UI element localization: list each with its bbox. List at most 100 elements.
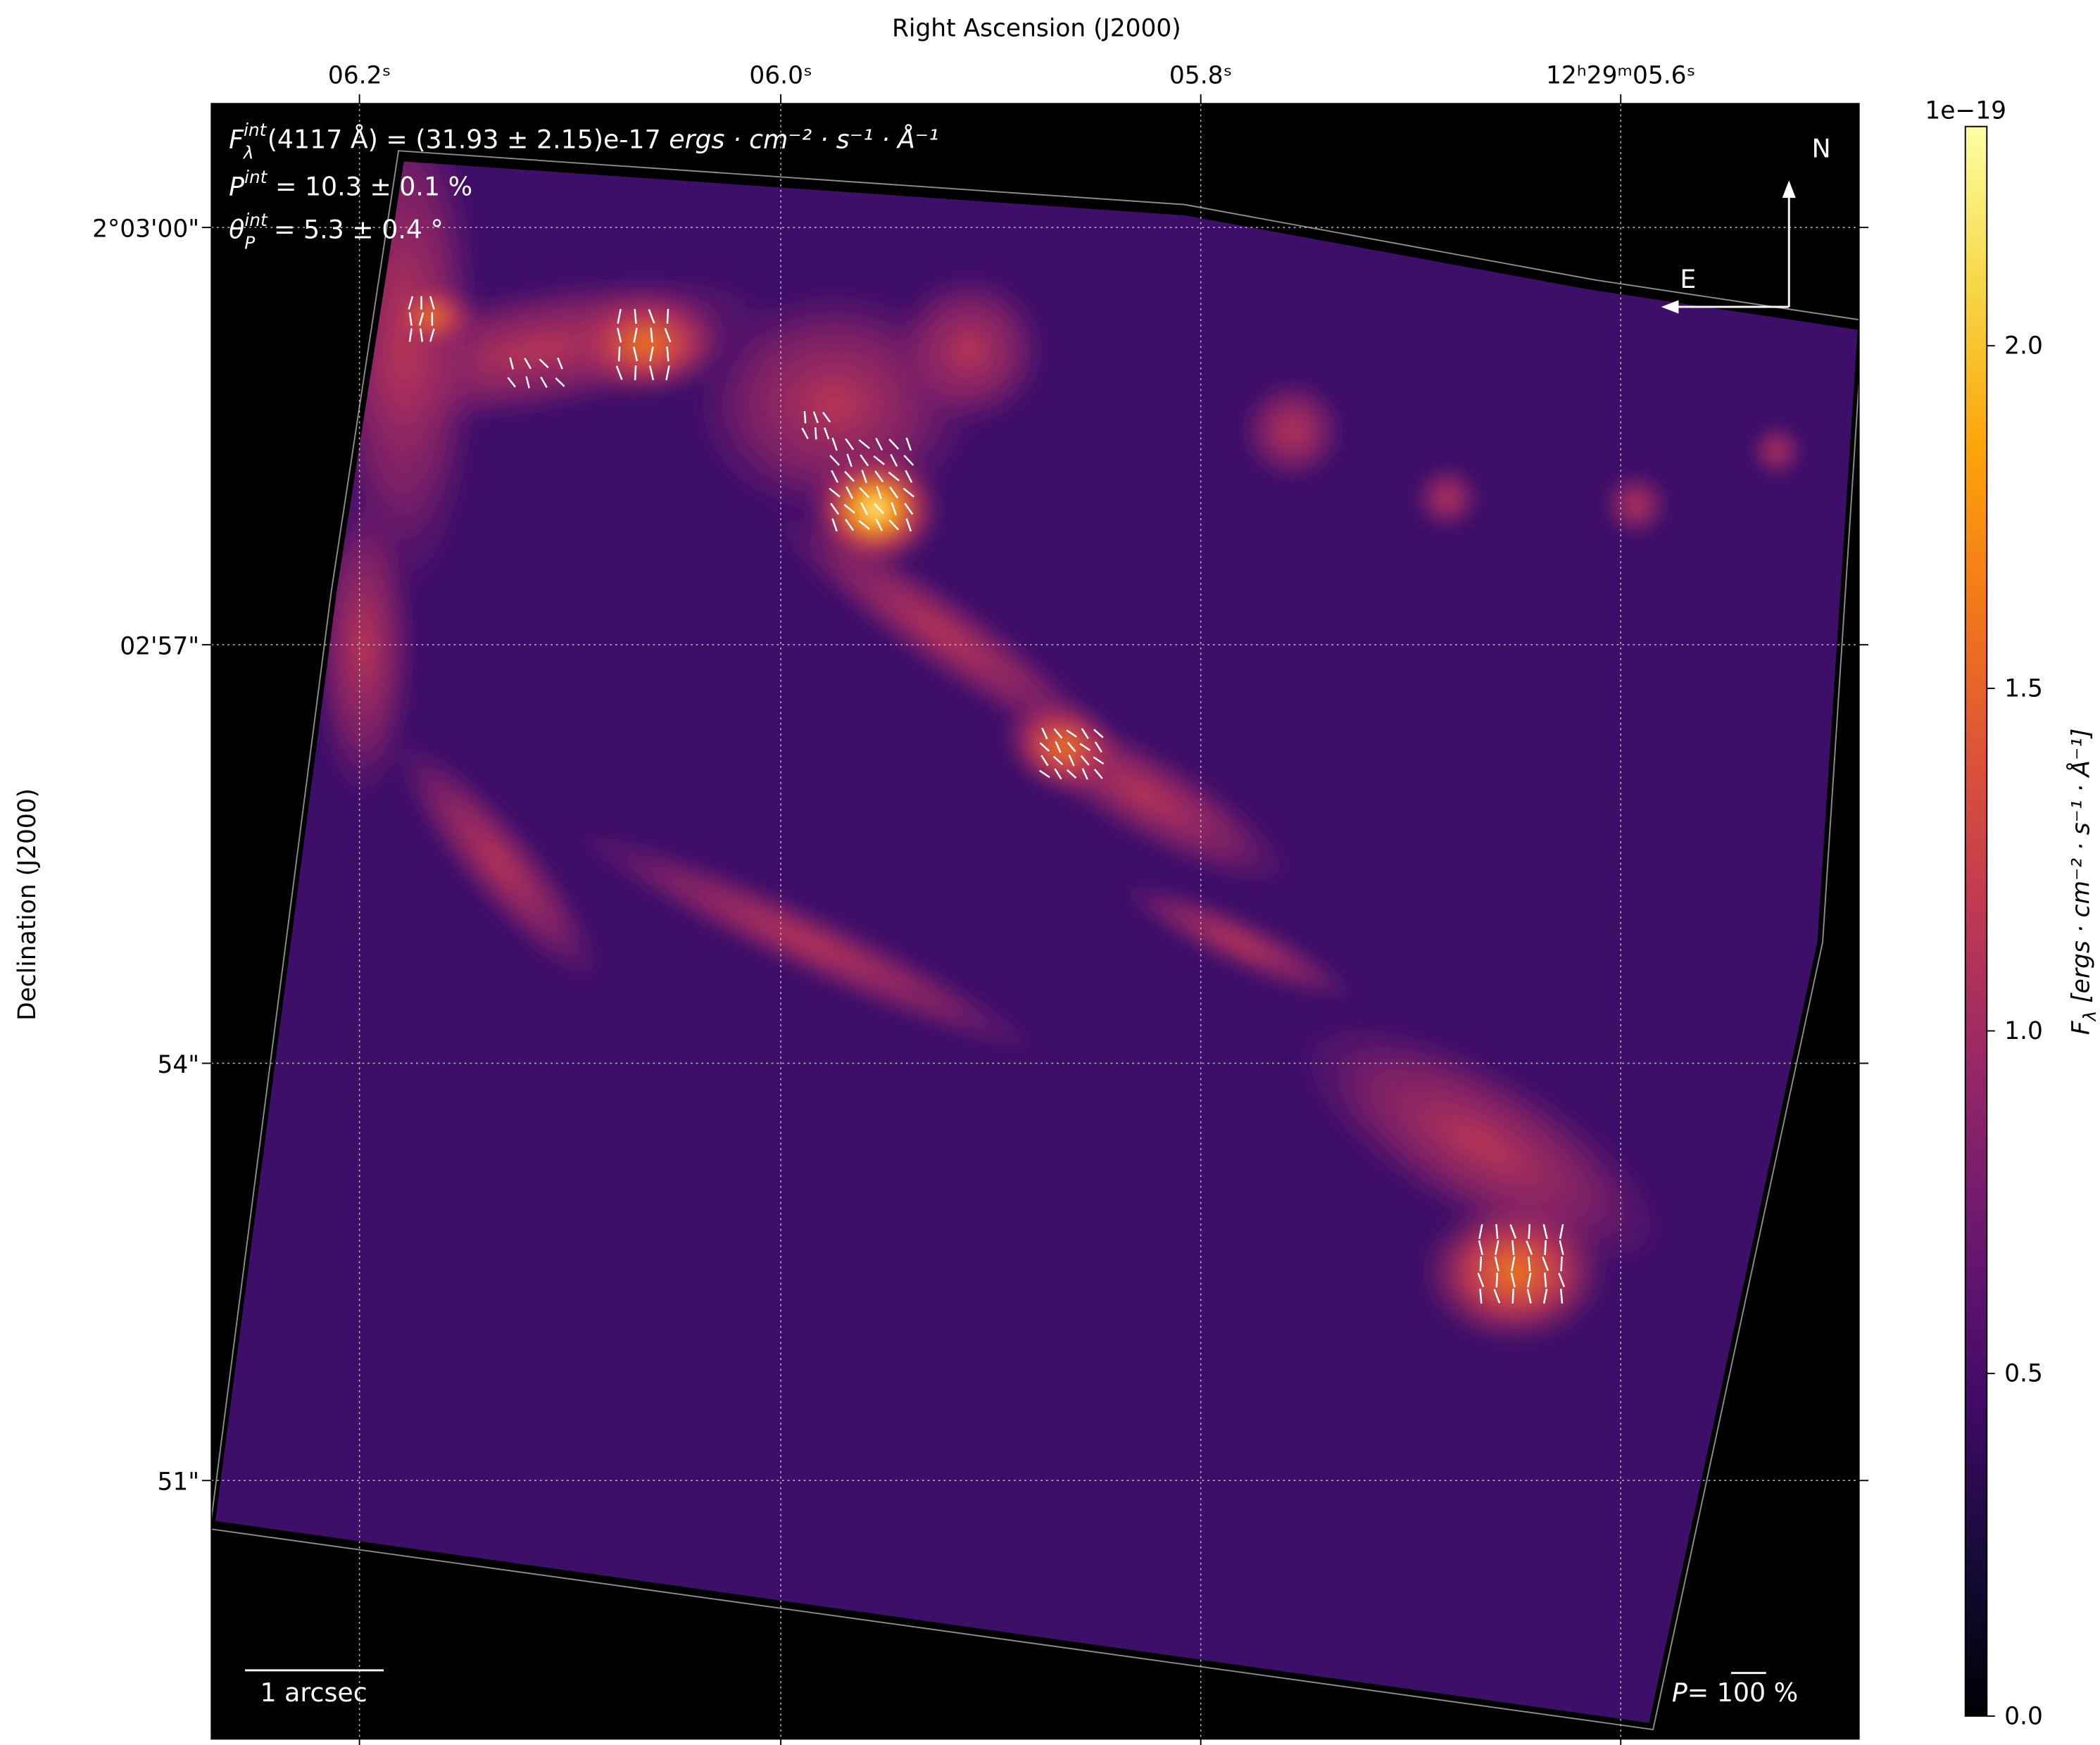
- polarization-vector: [1542, 1288, 1548, 1304]
- polarization-vector: [634, 365, 637, 381]
- polarization-vector: [889, 486, 899, 499]
- polarization-vector: [1542, 1224, 1548, 1240]
- emission-blob: [1290, 1015, 1672, 1273]
- polarization-vector: [858, 439, 870, 449]
- polarization-vector: [1477, 1273, 1485, 1287]
- polarization-vector: [539, 358, 549, 369]
- polarization-vector: [666, 346, 669, 362]
- north-arrow-icon: [1782, 180, 1796, 199]
- polarization-vector: [418, 312, 425, 326]
- polarization-vector: [831, 470, 839, 483]
- polarization-vector: [1495, 1223, 1499, 1240]
- polarization-vector: [1542, 1256, 1549, 1271]
- polarization-vector: [1054, 768, 1062, 780]
- polarization-vector: [1510, 1272, 1516, 1287]
- polarization-vector: [873, 455, 885, 465]
- emission-blob: [1238, 377, 1347, 485]
- y-axis-label: Declination (J2000): [13, 788, 42, 1021]
- polarization-vector: [1093, 769, 1103, 779]
- polarization-vector: [831, 518, 838, 532]
- x-tick-label: 06.2ˢ: [328, 62, 391, 90]
- east-arrow-icon: [1661, 300, 1679, 314]
- polarization-vector: [905, 437, 912, 451]
- emission-blob: [384, 282, 478, 351]
- compass: N E: [1661, 134, 1831, 314]
- polarization-vector: [1511, 1256, 1516, 1271]
- polarization-vector: [1559, 1240, 1564, 1256]
- polarization-vector: [860, 502, 869, 515]
- x-axis-label: Right Ascension (J2000): [892, 15, 1181, 43]
- polarization-vector: [874, 503, 885, 515]
- polarization-vector: [617, 346, 621, 362]
- polarization-vector: [891, 502, 897, 516]
- polarization-vector: [1560, 1256, 1563, 1272]
- polarization-vector: [649, 346, 654, 362]
- polarization-vector: [890, 453, 898, 467]
- polarization-vector: [905, 518, 912, 532]
- polarization-vector: [1528, 1256, 1531, 1272]
- emission-regions: [299, 161, 1804, 1347]
- polarization-vector: [1543, 1272, 1547, 1287]
- polarization-vector: [633, 327, 638, 343]
- polarization-vector: [843, 503, 855, 514]
- polarization-vector: [874, 470, 884, 483]
- emission-blob: [1602, 471, 1670, 538]
- polarization-vector: [845, 519, 855, 531]
- polarization-vector: [1080, 755, 1090, 766]
- polarization-vector: [830, 503, 840, 515]
- x-tick-label: 05.8ˢ: [1169, 62, 1232, 90]
- colorbar: [1964, 125, 1988, 1717]
- grid: [201, 94, 1869, 1745]
- polarization-vector: [615, 365, 623, 380]
- emission-blob: [563, 824, 1052, 1060]
- polarization-vector: [1067, 741, 1076, 752]
- integrated-flux-annotation: Fint λ (4117 Å) = (31.93 ± 2.15)e-17 ergs …: [229, 120, 939, 163]
- compass-north-label: N: [1812, 134, 1831, 164]
- polarization-vector: [408, 296, 414, 310]
- polarization-vector: [1040, 755, 1049, 767]
- compass-east-label: E: [1680, 264, 1696, 294]
- polarization-vector: [507, 377, 516, 388]
- colorbar-tick-label: 2.0: [2004, 332, 2043, 360]
- scale-bar-label: 1 arcsec: [260, 1677, 367, 1708]
- polarization-vector: [1094, 741, 1102, 753]
- polarization-vector: [1039, 742, 1050, 752]
- polarization-vector: [1093, 729, 1104, 738]
- polarization-vector: [1055, 741, 1062, 753]
- polarization-angle-annotation: θint P = 5.3 ± 0.4 °: [229, 210, 444, 253]
- polarization-vector: [555, 377, 565, 387]
- polarization-vector: [1093, 756, 1105, 765]
- polarization-vector: [1081, 728, 1089, 740]
- polarization-vector: [408, 328, 413, 342]
- polarization-vector: [1081, 768, 1088, 780]
- x-tick-label: 12ʰ29ᵐ05.6ˢ: [1546, 62, 1695, 90]
- polarization-vector: [888, 439, 900, 450]
- polarization-vector: [888, 471, 900, 481]
- polarization-vector: [1526, 1272, 1532, 1287]
- polarization-vector: [525, 376, 530, 389]
- polarization-vector: [634, 308, 637, 324]
- polarization-vector: [1039, 769, 1050, 779]
- polarization-vector: [1478, 1223, 1483, 1240]
- polarization-vector: [1478, 1240, 1483, 1256]
- polarization-vector: [1495, 1240, 1499, 1256]
- polarization-vector: [829, 455, 840, 466]
- y-tick-label: 51": [157, 1468, 199, 1497]
- polarization-vector: [846, 453, 853, 467]
- colorbar-tick-label: 1.5: [2004, 674, 2043, 703]
- polarization-vector: [429, 296, 435, 310]
- polarization-vector: [648, 309, 655, 324]
- polarization-vector: [1479, 1256, 1483, 1272]
- emission-blob: [565, 289, 727, 398]
- polarization-vector: [829, 487, 841, 498]
- polarization-vector: [844, 471, 855, 482]
- polarization-vectors: [408, 296, 1566, 1304]
- polarization-vector: [1053, 728, 1063, 739]
- polarization-vector: [875, 437, 884, 451]
- polarization-vector: [650, 327, 653, 343]
- polarization-vector: [664, 327, 672, 343]
- polarization-vector: [648, 365, 655, 381]
- colorbar-label: Fλ [ergs · cm⁻² · s⁻¹ · Å⁻¹]: [2067, 729, 2100, 1035]
- polarization-vector: [1509, 1224, 1517, 1239]
- emission-blob: [1004, 698, 1123, 796]
